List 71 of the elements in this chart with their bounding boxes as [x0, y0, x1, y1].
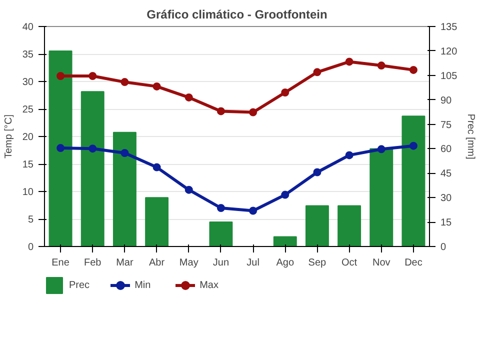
point [184, 186, 193, 194]
x-tick-label: Dec [404, 258, 422, 268]
y-tick-label: 30 [22, 77, 34, 88]
y2-tick-label: 30 [440, 193, 452, 204]
bar [370, 148, 394, 246]
bar [80, 91, 104, 246]
point [377, 62, 386, 70]
point [184, 93, 193, 102]
x-tick-label: Mar [116, 258, 134, 268]
bar [48, 50, 72, 246]
y-tick-label: 25 [22, 104, 34, 116]
bar [273, 236, 297, 246]
y2-tick-label: 90 [440, 95, 452, 106]
point [120, 78, 129, 86]
y2-tick-label: 105 [440, 70, 458, 82]
y-tick-label: 20 [22, 132, 34, 143]
y-tick-label: 15 [22, 160, 34, 170]
bar [112, 132, 136, 246]
y2-tick-label: 45 [440, 168, 452, 180]
point [152, 82, 161, 90]
point [409, 66, 418, 74]
y2-axis-title: Prec [mm] [465, 114, 476, 160]
y2-tick-label: 135 [440, 22, 458, 33]
bar [145, 197, 169, 246]
y2-tick-label: 120 [440, 46, 458, 58]
y-axis-title: Temp [°C] [3, 114, 14, 159]
point [313, 168, 322, 176]
point [88, 72, 97, 80]
bar [305, 205, 329, 246]
bar [402, 116, 426, 246]
y2-tick-label: 75 [440, 120, 452, 131]
point [345, 58, 354, 66]
legend-label: Prec [69, 280, 90, 290]
x-tick-label: Oct [342, 258, 358, 268]
point [409, 142, 418, 150]
point [313, 68, 322, 76]
point [281, 88, 290, 96]
x-tick-label: Abr [149, 258, 166, 268]
x-tick-label: Sep [308, 258, 327, 268]
x-tick-label: Ene [52, 258, 70, 268]
point [56, 72, 65, 80]
chart-title: Gráfico climático - Grootfontein [146, 8, 328, 22]
point [377, 145, 386, 154]
y2-tick-label: 15 [440, 218, 452, 229]
legend-label: Max [200, 280, 220, 290]
x-tick-label: Feb [84, 258, 102, 268]
point [88, 144, 97, 153]
legend-label: Min [134, 280, 152, 290]
point [216, 204, 225, 212]
y-tick-label: 10 [22, 187, 34, 198]
point [345, 151, 354, 160]
y2-tick-label: 60 [440, 144, 452, 156]
point [120, 149, 129, 157]
y-tick-label: 5 [28, 214, 34, 226]
bar [209, 222, 233, 246]
point [249, 206, 258, 215]
x-tick-label: Jul [246, 258, 260, 268]
point [152, 163, 161, 172]
bar [338, 205, 362, 246]
point [216, 107, 225, 116]
y-tick-label: 0 [28, 242, 34, 253]
point [56, 144, 65, 152]
point [281, 190, 290, 199]
x-tick-label: Jun [212, 258, 230, 268]
y2-tick-label: 0 [440, 242, 446, 253]
y-tick-label: 35 [22, 50, 34, 60]
x-tick-label: May [179, 258, 198, 268]
y-tick-label: 40 [22, 22, 34, 33]
point [249, 108, 258, 116]
x-tick-label: Ago [276, 258, 294, 268]
x-tick-label: Nov [372, 258, 390, 268]
